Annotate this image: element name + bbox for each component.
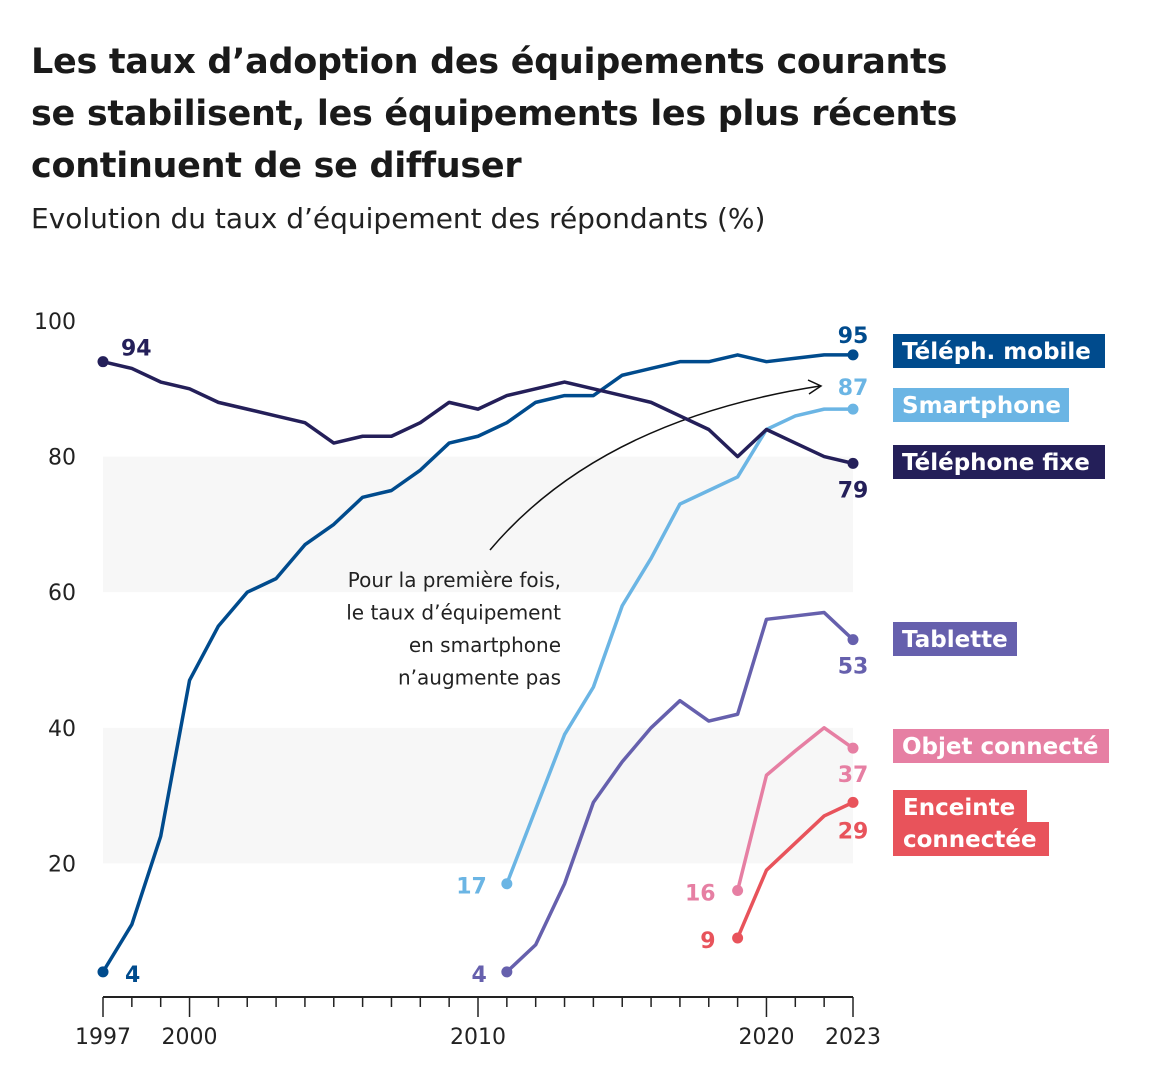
end-value-label: 79 xyxy=(838,478,869,503)
legend-label: connectée xyxy=(903,827,1037,853)
legend-box xyxy=(893,729,1109,763)
series-line xyxy=(505,610,855,974)
legend-box xyxy=(893,445,1105,479)
y-tick-label: 20 xyxy=(48,852,76,877)
legend-label: Téléphone fixe xyxy=(902,450,1090,476)
y-tick-label: 40 xyxy=(48,717,76,742)
end-point xyxy=(847,742,859,754)
annotation-text: Pour la première fois, xyxy=(348,568,561,592)
series-line xyxy=(735,726,855,891)
start-value-label: 4 xyxy=(125,963,140,988)
chart-subtitle: Evolution du taux d’équipement des répon… xyxy=(31,202,766,235)
end-point xyxy=(847,457,859,469)
series-line xyxy=(102,359,854,466)
start-value-label: 16 xyxy=(685,882,716,907)
series-line xyxy=(505,407,853,885)
shaded-band xyxy=(103,456,853,593)
start-point xyxy=(732,932,744,944)
start-point xyxy=(501,878,513,890)
x-tick-label: 2023 xyxy=(825,1025,881,1050)
legend-box xyxy=(893,790,1027,824)
y-tick-label: 80 xyxy=(48,446,76,471)
legend-box xyxy=(893,822,1049,856)
legend-label: Tablette xyxy=(902,627,1008,653)
x-tick-label: 1997 xyxy=(75,1025,131,1050)
legend-label: Objet connecté xyxy=(902,734,1099,760)
x-tick-label: 2020 xyxy=(738,1025,794,1050)
start-value-label: 94 xyxy=(121,337,152,362)
series-line xyxy=(736,800,854,939)
end-point xyxy=(847,796,859,808)
start-value-label: 4 xyxy=(472,963,487,988)
end-value-label: 87 xyxy=(838,376,869,401)
start-point xyxy=(97,356,109,368)
y-tick-label: 100 xyxy=(34,310,76,335)
x-tick-label: 2000 xyxy=(162,1025,218,1050)
annotation-text: n’augmente pas xyxy=(398,666,561,690)
legend-label: Enceinte xyxy=(903,795,1015,821)
legend-label: Téléph. mobile xyxy=(902,339,1091,365)
start-value-label: 9 xyxy=(700,929,715,954)
legend-box xyxy=(893,388,1069,422)
end-value-label: 95 xyxy=(838,324,869,349)
chart-title: Les taux d’adoption des équipements cour… xyxy=(31,42,958,186)
start-point xyxy=(732,885,744,897)
legend-box xyxy=(893,622,1017,656)
end-point xyxy=(847,403,859,415)
end-point xyxy=(847,634,859,646)
legend-label: Smartphone xyxy=(902,393,1061,419)
annotation-text: le taux d’équipement xyxy=(346,601,561,625)
series-line xyxy=(101,353,853,973)
end-value-label: 29 xyxy=(838,819,869,844)
y-tick-label: 60 xyxy=(48,581,76,606)
arrow-head-icon xyxy=(807,379,823,395)
legend-box xyxy=(893,334,1105,368)
end-value-label: 53 xyxy=(838,655,869,680)
start-point xyxy=(501,966,513,978)
shaded-band xyxy=(103,727,853,864)
start-value-label: 17 xyxy=(456,875,487,900)
end-point xyxy=(847,349,859,361)
annotation-arrow xyxy=(489,385,821,551)
start-point xyxy=(97,966,109,978)
end-value-label: 37 xyxy=(838,763,869,788)
annotation-text: en smartphone xyxy=(409,633,561,657)
x-tick-label: 2010 xyxy=(450,1025,506,1050)
